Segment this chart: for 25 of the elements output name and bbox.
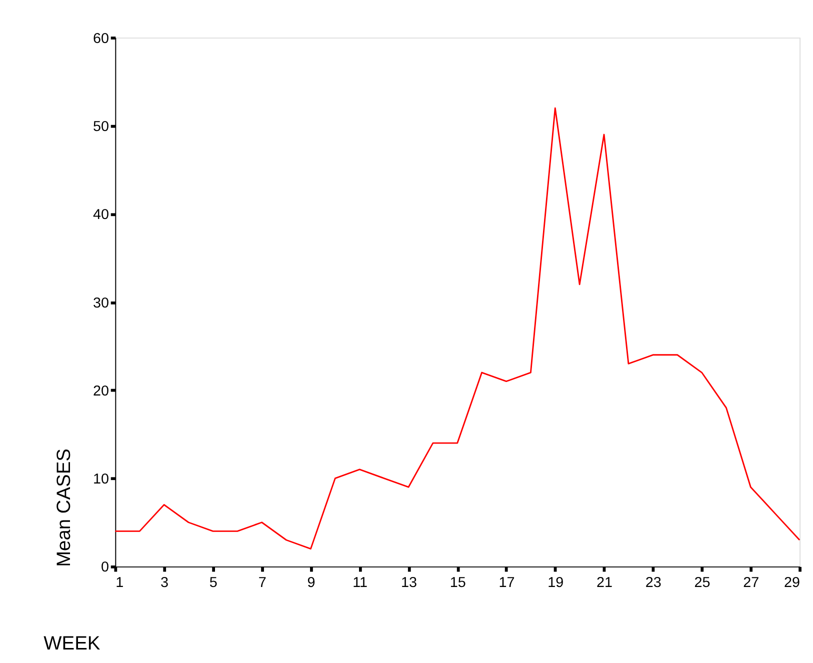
x-tick-label: 5 <box>209 575 218 592</box>
y-tick-label: 0 <box>100 560 109 576</box>
x-tick-label: 1 <box>116 575 124 592</box>
x-axis-title: WEEK <box>44 633 100 654</box>
x-tick-label: 3 <box>160 575 169 592</box>
y-tick-label: 50 <box>92 118 109 135</box>
line-series <box>114 107 800 550</box>
x-tick-label: 13 <box>400 575 417 592</box>
x-tick-label: 29 <box>784 575 800 592</box>
y-tick-label: 40 <box>92 207 109 224</box>
y-tick-label: 30 <box>92 295 109 312</box>
x-tick-label: 19 <box>548 575 564 592</box>
x-tick-label: 17 <box>498 575 515 592</box>
x-tick-label: 27 <box>743 575 760 592</box>
x-tick-label: 21 <box>596 575 613 592</box>
x-tick-label: 15 <box>450 575 466 592</box>
y-tick-label: 20 <box>92 383 109 400</box>
x-tick-label: 23 <box>645 575 662 592</box>
x-tick-label: 7 <box>258 575 266 592</box>
y-axis-title: Mean CASES <box>54 448 75 567</box>
y-tick-label: 60 <box>92 30 109 47</box>
x-tick-label: 9 <box>307 575 316 592</box>
x-tick-label: 25 <box>694 575 710 592</box>
x-tick-label: 11 <box>352 575 368 592</box>
y-tick-label: 10 <box>92 472 109 488</box>
